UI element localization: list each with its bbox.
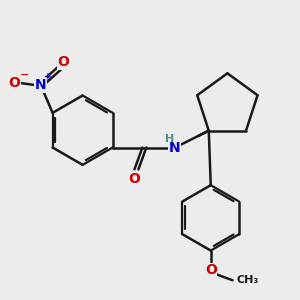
Text: O: O xyxy=(8,76,20,90)
Text: −: − xyxy=(20,70,29,80)
Text: N: N xyxy=(35,78,46,92)
Text: H: H xyxy=(166,134,175,144)
Text: O: O xyxy=(128,172,140,186)
Text: CH₃: CH₃ xyxy=(236,275,259,285)
Text: O: O xyxy=(58,55,69,69)
Text: O: O xyxy=(205,263,217,278)
Text: N: N xyxy=(168,140,180,154)
Text: +: + xyxy=(44,72,52,82)
